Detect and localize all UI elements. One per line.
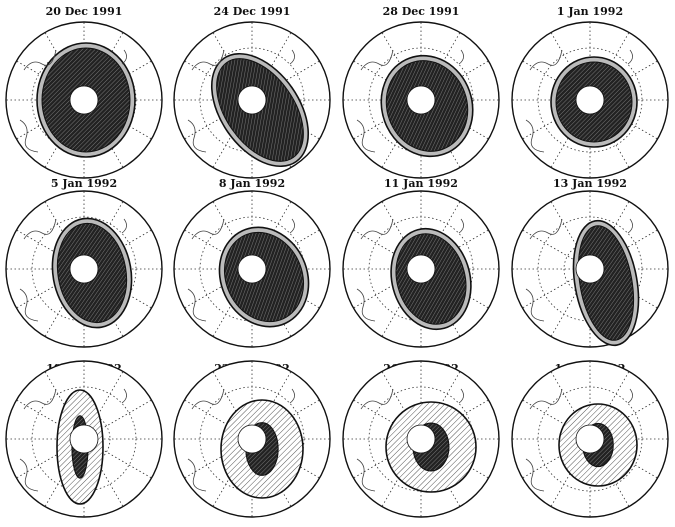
polar-map: 8 Jan 1992 (174, 177, 330, 347)
map-title: 20 Dec 1991 (46, 5, 123, 18)
polar-map: 1 Mar 1992 (512, 361, 668, 517)
pole-region (238, 255, 266, 283)
figure: 20 Dec 1991 24 Dec 1991 28 Dec 1991 1 Jan 1… (0, 0, 675, 527)
polar-map: 11 Jan 1992 (343, 177, 499, 347)
pole-region (407, 86, 435, 114)
polar-map: 20 Dec 1991 (6, 5, 162, 178)
polar-map: 26 Feb 1992 (343, 361, 499, 517)
pole-region (238, 86, 266, 114)
polar-map: 19 Feb 1992 (6, 361, 162, 517)
map-title: 11 Jan 1992 (384, 177, 458, 190)
map-title: 5 Jan 1992 (51, 177, 117, 190)
map-title: 1 Jan 1992 (557, 5, 623, 18)
pole-region (238, 425, 266, 453)
polar-map: 24 Dec 1991 (174, 5, 330, 184)
map-title: 13 Jan 1992 (553, 177, 627, 190)
polar-map: 1 Jan 1992 (512, 5, 668, 178)
map-title: 24 Dec 1991 (214, 5, 291, 18)
pole-region (70, 86, 98, 114)
polar-map: 5 Jan 1992 (6, 177, 162, 347)
polar-map: 13 Jan 1992 (512, 177, 668, 350)
polar-map: 22 Feb 1992 (174, 361, 330, 517)
pole-region (70, 255, 98, 283)
pole-region (407, 425, 435, 453)
pole-region (70, 425, 98, 453)
pole-region (576, 425, 604, 453)
map-title: 8 Jan 1992 (219, 177, 285, 190)
pole-region (576, 255, 604, 283)
polar-map: 28 Dec 1991 (343, 5, 499, 178)
pole-region (576, 86, 604, 114)
map-title: 28 Dec 1991 (383, 5, 460, 18)
pole-region (407, 255, 435, 283)
